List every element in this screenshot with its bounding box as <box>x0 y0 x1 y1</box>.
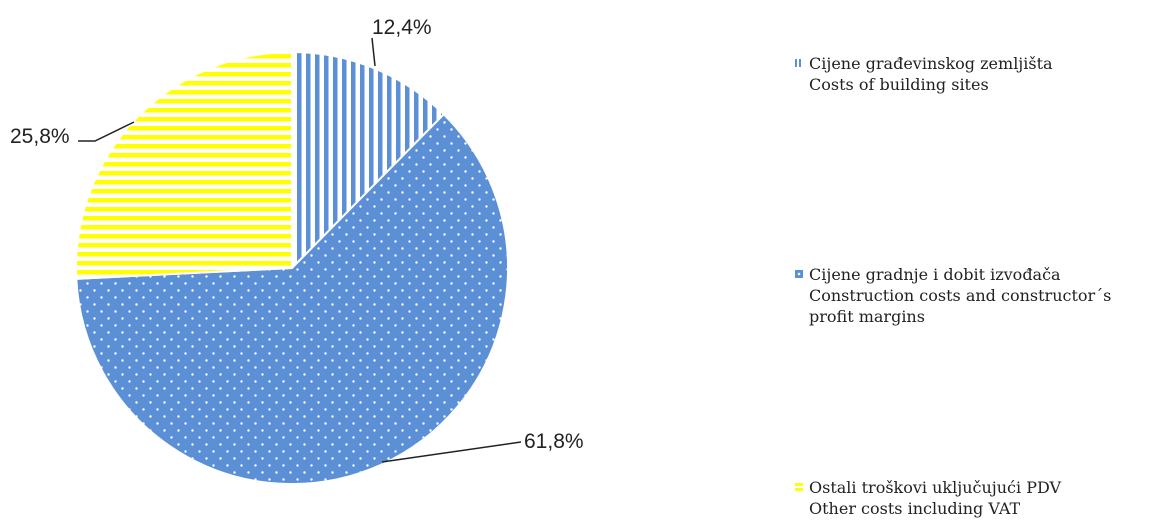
data-label-other-costs: 25,8% <box>10 125 70 148</box>
leader-lines <box>78 37 522 463</box>
data-labels: 12,4% 61,8% 25,8% <box>10 16 584 453</box>
legend-marker-dots-icon <box>795 270 803 278</box>
legend-label-en: Construction costs and constructor´s pro… <box>809 286 1112 326</box>
legend-text: Cijene gradnje i dobit izvođača Construc… <box>809 264 1145 327</box>
pie-slice-other-costs <box>75 50 293 280</box>
legend-label-hr: Cijene gradnje i dobit izvođača <box>809 265 1061 284</box>
leader-line-other-costs <box>78 121 135 142</box>
legend-text: Cijene građevinskog zemljišta Costs of b… <box>809 53 1145 95</box>
legend-marker-horizontal-stripes-icon <box>795 483 803 491</box>
pie-slice-construction-costs <box>75 112 509 485</box>
pie-slices <box>75 50 509 485</box>
legend-label-hr: Ostali troškovi uključujući PDV <box>809 478 1062 497</box>
legend-label-en: Other costs including VAT <box>809 499 1021 518</box>
data-label-building-sites: 12,4% <box>372 16 432 39</box>
pie-slice-building-sites <box>291 50 446 271</box>
leader-line-construction-costs <box>381 441 522 463</box>
legend-label-en: Costs of building sites <box>809 75 989 94</box>
legend-text: Ostali troškovi uključujući PDV Other co… <box>809 477 1145 519</box>
leader-line-building-sites <box>371 37 376 67</box>
legend-label-hr: Cijene građevinskog zemljišta <box>809 54 1053 73</box>
legend-marker-vertical-stripes-icon <box>795 59 803 67</box>
data-label-construction-costs: 61,8% <box>524 430 584 453</box>
